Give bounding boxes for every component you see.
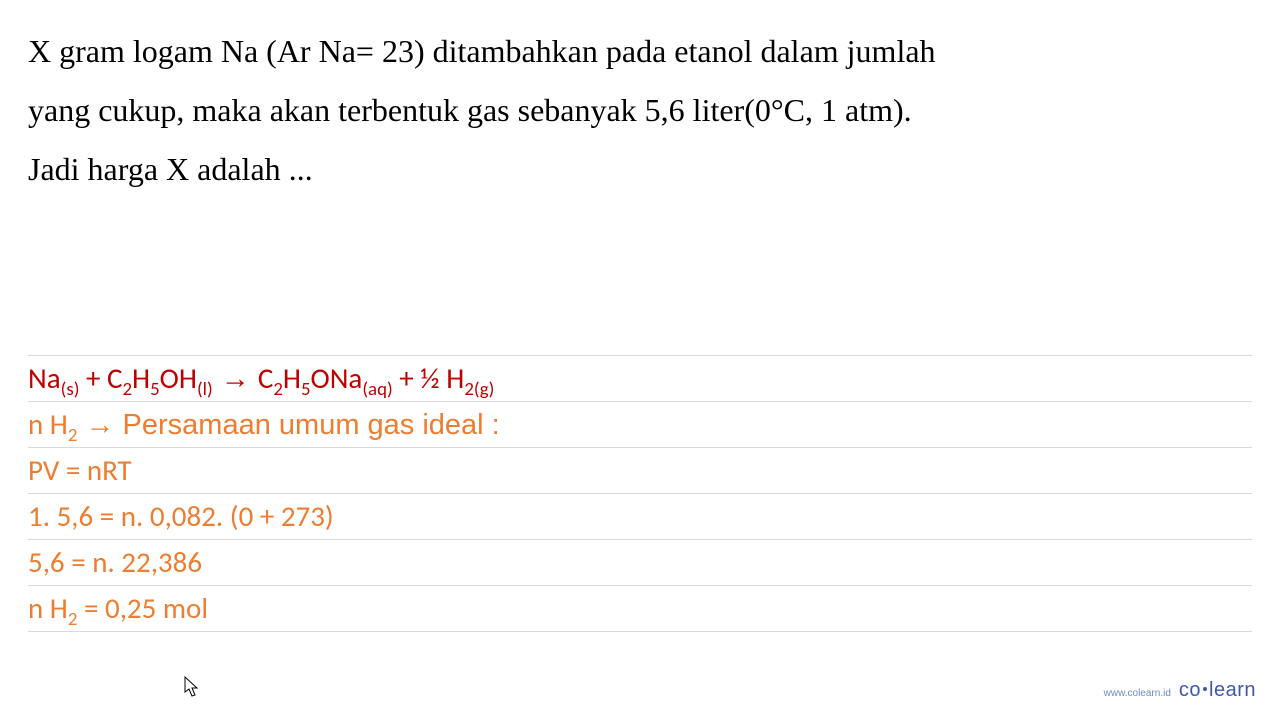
solution-line-5: 5,6 = n. 22,386 [28, 539, 1252, 586]
question-line-2: yang cukup, maka akan terbentuk gas seba… [28, 81, 1252, 140]
eq-h5: H [132, 360, 150, 396]
solution-line-2: n H2 → Persamaan umum gas ideal : [28, 401, 1252, 448]
eq-h5b-sub: 5 [301, 378, 311, 401]
l6-sub: 2 [68, 608, 78, 631]
l2-pre: n H [28, 406, 68, 442]
eq-na-sub: (s) [61, 378, 80, 401]
eq-h5b: H [283, 360, 301, 396]
question-line-3: Jadi harga X adalah ... [28, 140, 1252, 199]
l6-pre: n H [28, 590, 68, 626]
brand-left: co [1179, 679, 1201, 701]
watermark: www.colearn.id colearn [1104, 679, 1256, 702]
brand-right: learn [1209, 679, 1256, 701]
eq-oh-sub: (l) [197, 378, 213, 401]
eq-plus1: + C [79, 360, 122, 396]
question-line-1: X gram logam Na (Ar Na= 23) ditambahkan … [28, 22, 1252, 81]
eq-ona-sub: (aq) [362, 378, 392, 401]
solution-line-6: n H2 = 0,25 mol [28, 585, 1252, 632]
question-block: X gram logam Na (Ar Na= 23) ditambahkan … [0, 0, 1280, 200]
l2-post: → Persamaan umum gas ideal : [77, 409, 499, 441]
solution-block: Na(s) + C2H5OH(l) → C2H5ONa(aq) + ½ H2(g… [28, 356, 1252, 632]
dot-icon [1203, 687, 1207, 691]
eq-plus2: + ½ H [393, 360, 465, 396]
eq-arrow: → [213, 363, 258, 395]
eq-c2-sub: 2 [122, 378, 132, 401]
l6-post: = 0,25 mol [77, 590, 208, 626]
watermark-url: www.colearn.id [1104, 688, 1171, 699]
solution-line-4: 1. 5,6 = n. 0,082. (0 + 273) [28, 493, 1252, 540]
solution-line-3: PV = nRT [28, 447, 1252, 494]
eq-oh: OH [160, 360, 197, 396]
eq-ona: ONa [311, 360, 363, 396]
eq-c2b-sub: 2 [273, 378, 283, 401]
cursor-icon [184, 676, 200, 698]
eq-na: Na [28, 360, 61, 396]
l2-sub: 2 [68, 424, 78, 447]
eq-h5-sub: 5 [150, 378, 160, 401]
eq-h2-sub: 2(g) [464, 378, 494, 401]
watermark-brand: colearn [1179, 679, 1256, 702]
eq-c2b: C [258, 360, 273, 396]
solution-equation: Na(s) + C2H5OH(l) → C2H5ONa(aq) + ½ H2(g… [28, 355, 1252, 402]
